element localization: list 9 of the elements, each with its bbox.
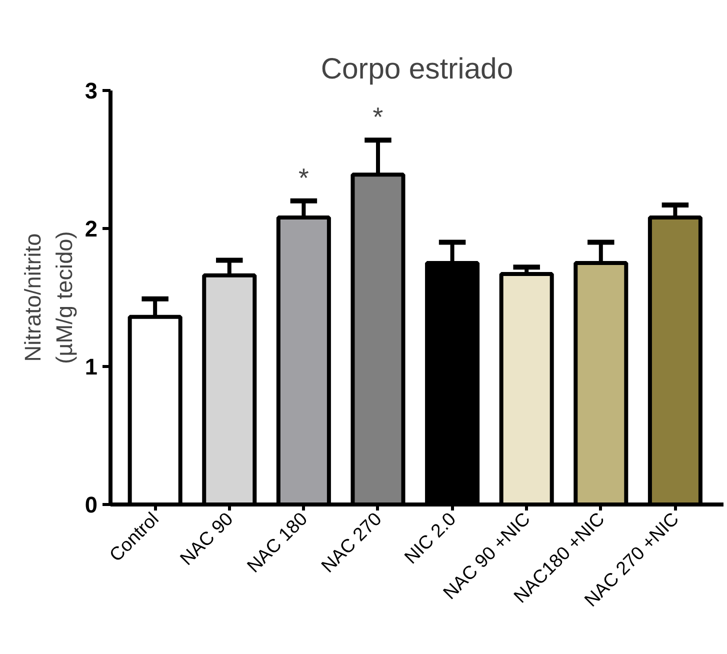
y-axis-title: Nitrato/nitrito (µM/g tecido) bbox=[20, 231, 77, 364]
annotation: * bbox=[372, 102, 384, 132]
y-tick-label: 0 bbox=[84, 492, 98, 518]
x-tick-label: NIC 2.0 bbox=[400, 508, 460, 568]
chart-title: Corpo estriado bbox=[320, 52, 514, 86]
y-tick-label: 2 bbox=[84, 216, 98, 242]
annotation: * bbox=[298, 162, 309, 193]
y-tick-label: 3 bbox=[84, 78, 98, 104]
y-tick-label: 1 bbox=[84, 354, 98, 380]
